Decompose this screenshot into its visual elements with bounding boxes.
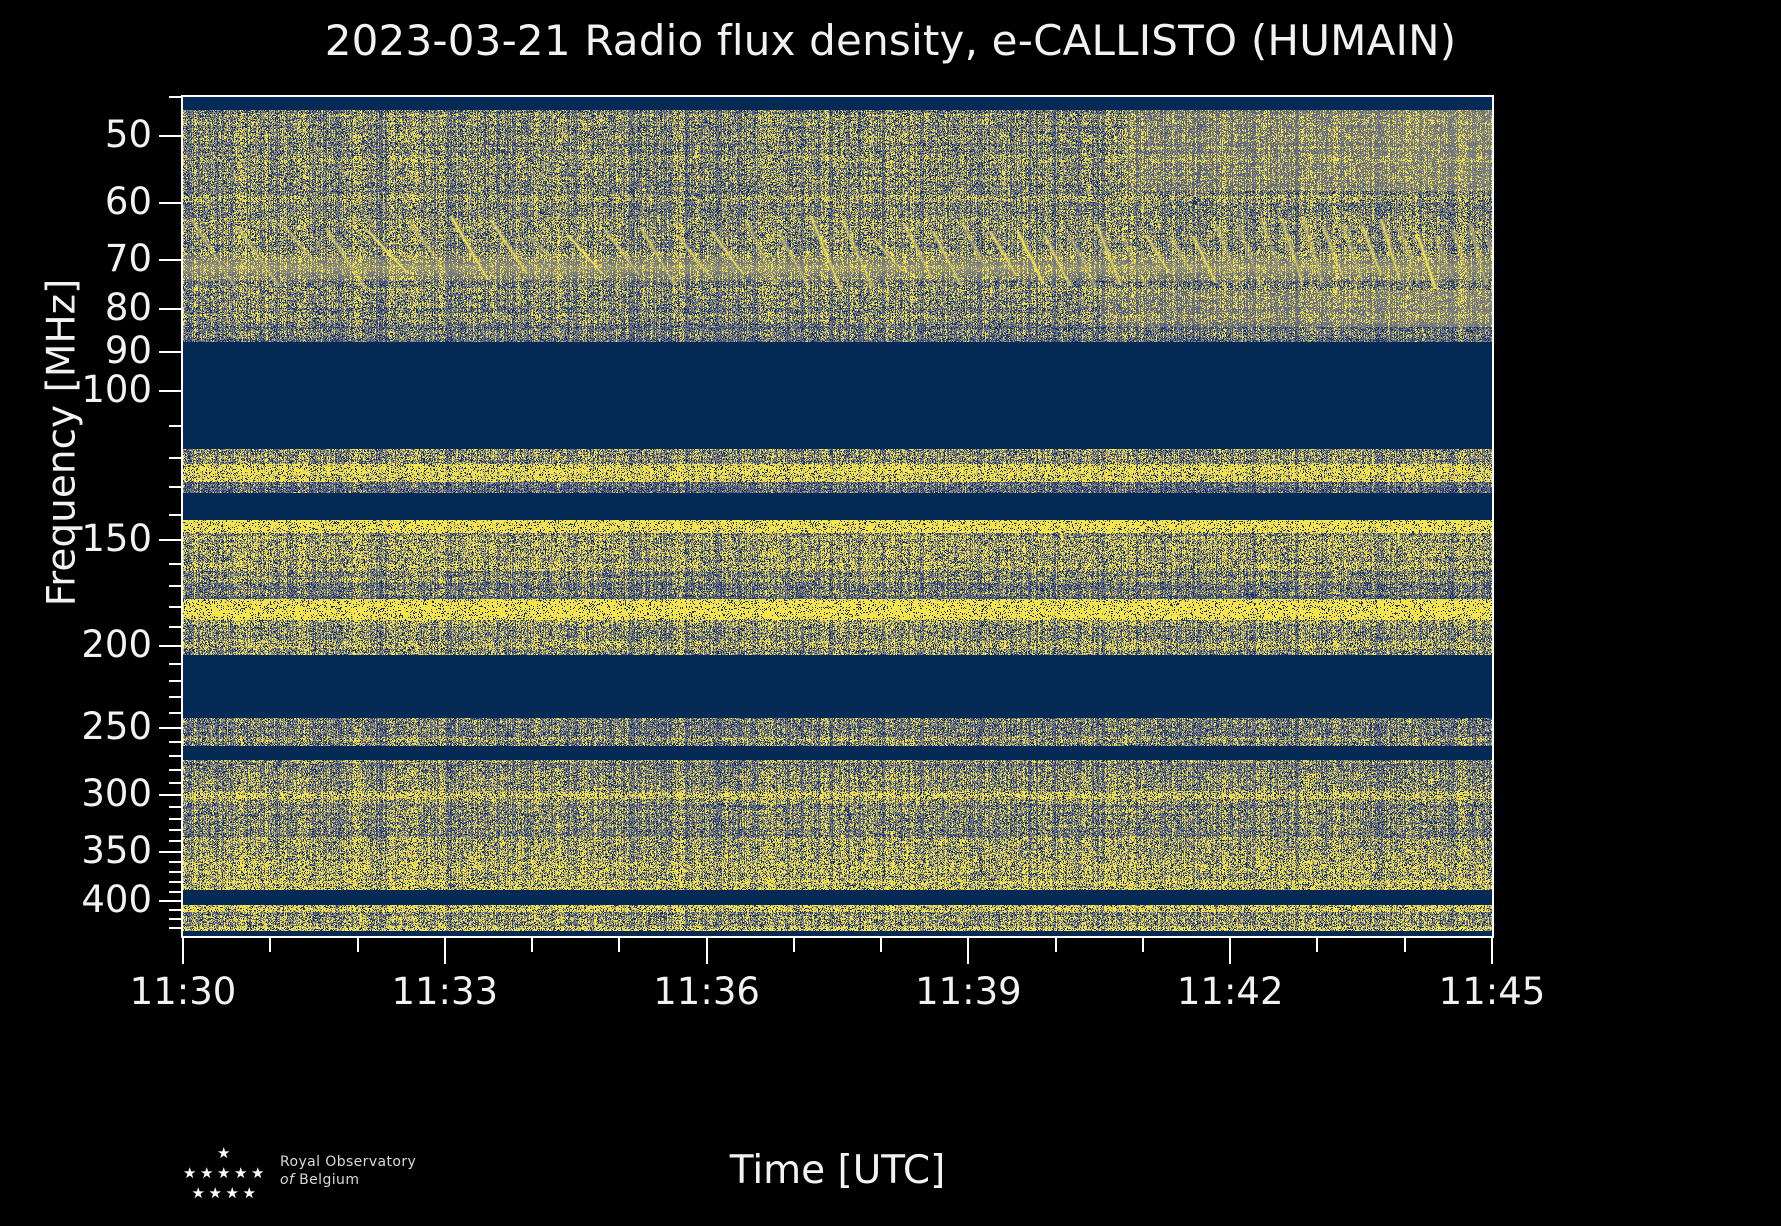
y-tick-label: 150: [81, 517, 152, 561]
y-tick-label: 80: [104, 285, 152, 329]
y-tick-label: 50: [104, 112, 152, 156]
y-tick-mark-minor: [169, 755, 181, 758]
y-tick-mark-minor: [169, 626, 181, 628]
figure-title: 2023-03-21 Radio flux density, e-CALLIST…: [324, 16, 1457, 65]
y-tick-mark-minor: [169, 840, 181, 843]
y-axis-label: Frequency [MHz]: [39, 278, 85, 607]
y-tick-mark-minor: [169, 662, 181, 665]
y-tick-mark-minor: [169, 585, 181, 588]
y-tick-label: 60: [104, 179, 152, 223]
y-tick-mark-minor: [169, 871, 181, 874]
y-tick-mark: [159, 899, 181, 902]
y-tick-mark-minor: [169, 679, 181, 682]
y-tick-mark-minor: [169, 909, 181, 911]
y-tick-mark-minor: [169, 781, 181, 784]
y-tick-mark-minor: [169, 817, 181, 820]
logo-belgium-word: Belgium: [299, 1172, 360, 1188]
y-tick-mark-minor: [169, 696, 181, 699]
x-tick-mark: [443, 938, 446, 964]
y-tick-mark: [159, 307, 181, 310]
x-tick-label: 11:45: [1438, 970, 1546, 1013]
x-tick-label: 11:36: [653, 970, 760, 1013]
y-tick-label: 200: [81, 622, 152, 666]
spectrogram-heatmap: [183, 97, 1492, 936]
star-icon: ★: [242, 1184, 256, 1202]
x-tick-label: 11:33: [391, 970, 499, 1013]
star-icon: ★: [208, 1184, 222, 1202]
star-icon: ★: [217, 1164, 231, 1182]
x-tick-mark-minor: [269, 938, 272, 952]
royal-observatory-logo: ★ ★ ★ ★ ★ ★ ★ ★ ★ ★ Royal Observatory of Belgium: [176, 1144, 596, 1214]
x-tick-label: 11:30: [129, 970, 237, 1013]
x-axis-label: Time [UTC]: [729, 1148, 946, 1193]
y-tick-mark-minor: [169, 96, 181, 98]
star-icon: ★: [217, 1144, 231, 1162]
star-icon: ★: [183, 1164, 197, 1182]
y-tick-label: 350: [81, 828, 152, 872]
x-tick-mark-minor: [356, 938, 359, 952]
x-tick-mark-minor: [531, 938, 534, 952]
y-tick-label: 400: [81, 877, 152, 921]
logo-of-word: of: [280, 1172, 295, 1188]
star-icon: ★: [200, 1164, 214, 1182]
y-tick-mark-minor: [169, 456, 181, 459]
y-tick-mark: [159, 351, 181, 354]
y-tick-mark-minor: [169, 917, 181, 920]
y-tick-mark: [159, 644, 181, 647]
logo-stars-icon: ★ ★ ★ ★ ★ ★ ★ ★ ★ ★: [176, 1144, 276, 1210]
x-tick-mark: [182, 938, 184, 964]
x-tick-mark-minor: [1141, 938, 1144, 952]
y-tick-label: 250: [81, 704, 152, 748]
y-tick-mark-minor: [169, 926, 181, 929]
x-tick-mark: [967, 938, 970, 964]
y-tick-label: 70: [104, 236, 152, 280]
y-tick-mark-minor: [169, 829, 181, 832]
x-tick-mark-minor: [618, 938, 621, 952]
logo-text: Royal Observatory of Belgium: [280, 1154, 580, 1189]
x-tick-mark-minor: [1403, 938, 1406, 952]
x-tick-mark-minor: [1054, 938, 1057, 952]
x-tick-label: 11:42: [1176, 970, 1284, 1013]
x-tick-label: 11:39: [915, 970, 1022, 1013]
y-tick-mark-minor: [169, 513, 181, 516]
y-axis-label-container: Frequency [MHz]: [0, 0, 85, 1040]
y-tick-label: 100: [81, 367, 152, 411]
y-tick-mark-minor: [169, 741, 181, 744]
x-tick-mark-minor: [792, 938, 795, 952]
y-tick-mark-minor: [169, 711, 181, 714]
star-icon: ★: [225, 1184, 239, 1202]
y-tick-mark-minor: [169, 486, 181, 489]
y-tick-mark: [159, 726, 181, 729]
y-tick-label: 90: [104, 329, 152, 373]
y-tick-mark: [159, 850, 181, 853]
y-tick-mark: [159, 389, 181, 392]
y-tick-mark: [159, 134, 181, 137]
y-tick-mark: [159, 539, 181, 542]
y-tick-mark-minor: [169, 806, 181, 809]
y-tick-mark-minor: [169, 606, 181, 609]
y-tick-mark-minor: [169, 861, 181, 864]
logo-line-2: of Belgium: [280, 1171, 580, 1189]
plot-axes-frame: [181, 95, 1494, 938]
y-tick-label: 300: [81, 772, 152, 816]
y-tick-mark-minor: [169, 881, 181, 884]
star-icon: ★: [191, 1184, 205, 1202]
x-tick-mark: [1491, 938, 1493, 964]
y-tick-mark: [159, 201, 181, 204]
y-tick-mark-minor: [169, 562, 181, 565]
x-tick-mark: [1229, 938, 1232, 964]
x-tick-mark-minor: [880, 938, 883, 952]
y-tick-mark-minor: [169, 424, 181, 427]
y-tick-mark-minor: [169, 890, 181, 893]
x-tick-mark-minor: [1316, 938, 1319, 952]
logo-line-1: Royal Observatory: [280, 1154, 417, 1170]
star-icon: ★: [234, 1164, 248, 1182]
star-icon: ★: [251, 1164, 265, 1182]
y-tick-mark: [159, 258, 181, 261]
x-tick-mark: [705, 938, 708, 964]
y-tick-mark: [159, 794, 181, 797]
y-tick-mark-minor: [169, 768, 181, 771]
